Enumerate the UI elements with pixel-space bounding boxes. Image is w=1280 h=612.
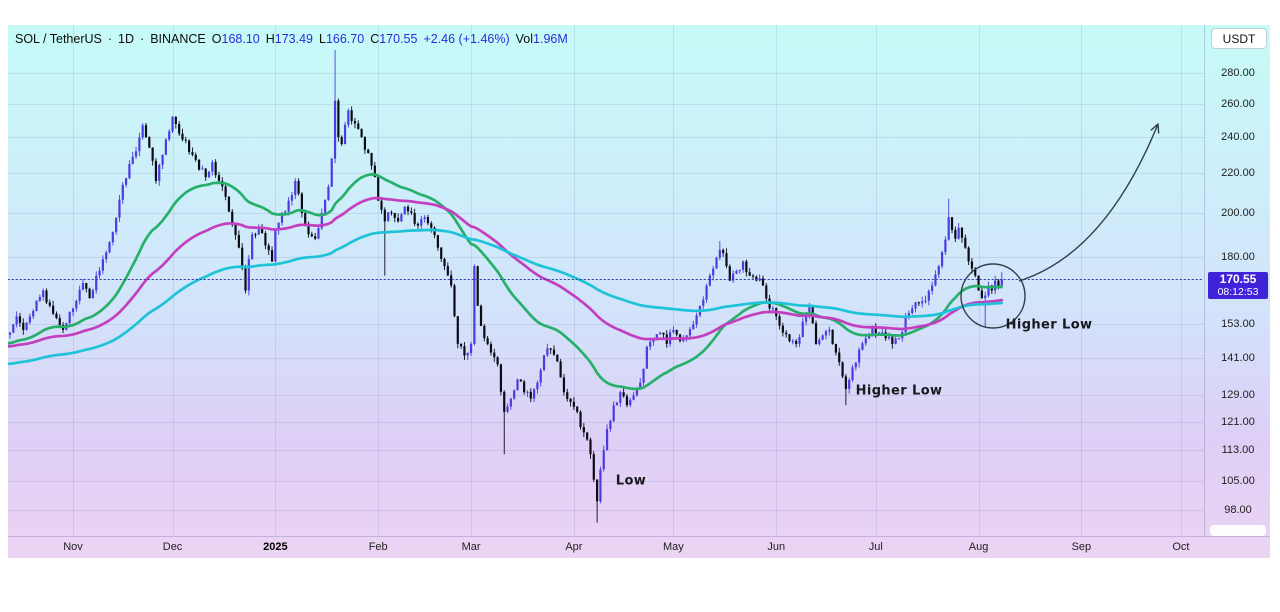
volume-value: 1.96M <box>533 32 568 46</box>
price-tick: 113.00 <box>1221 444 1255 457</box>
time-axis[interactable]: Nov Dec 2025 Feb Mar Apr May Jun Jul Aug Sep Oct <box>8 536 1270 559</box>
exchange-label: BINANCE <box>150 32 206 46</box>
interval-label[interactable]: 1D <box>118 32 135 46</box>
chart-canvas[interactable] <box>8 25 1204 536</box>
time-tick-2025: 2025 <box>263 541 288 553</box>
chart-frame: SOL / TetherUS · 1D · BINANCE O 168.10 H 17… <box>8 25 1270 558</box>
time-tick-apr: Apr <box>565 541 583 553</box>
time-tick-mar: Mar <box>461 541 481 553</box>
annotation-higher-low-1[interactable]: Higher Low <box>855 383 943 399</box>
time-tick-may: May <box>663 541 684 553</box>
price-tick: 260.00 <box>1221 97 1255 110</box>
time-tick-oct: Oct <box>1172 541 1190 553</box>
symbol-name[interactable]: SOL / TetherUS <box>15 32 102 46</box>
ohlc-o: O 168.10 <box>211 32 260 46</box>
change-value: +2.46 (+1.46%) <box>423 32 510 46</box>
price-tick: 105.00 <box>1221 475 1255 488</box>
ohlc-h: H 173.49 <box>265 32 313 46</box>
time-tick-sep: Sep <box>1071 541 1092 553</box>
price-tick: 141.00 <box>1221 352 1255 365</box>
time-tick-aug: Aug <box>968 541 989 553</box>
last-price-value: 170.55 <box>1219 272 1257 287</box>
price-tick: 153.00 <box>1221 318 1255 331</box>
last-price-label: 170.55 08:12:53 <box>1208 272 1268 300</box>
axis-corner-button[interactable] <box>1210 525 1266 536</box>
price-tick: 240.00 <box>1221 131 1255 144</box>
bar-countdown: 08:12:53 <box>1217 286 1259 299</box>
annotation-higher-low-2[interactable]: Higher Low <box>1005 317 1093 333</box>
separator-dot: · <box>107 32 113 46</box>
volume-label: Vol <box>515 32 534 46</box>
ohlc-values: O 168.10 H 173.49 L 166.70 C 170.55 <box>212 32 418 46</box>
ohlc-c: C 170.55 <box>370 32 418 46</box>
time-tick-nov: Nov <box>63 541 83 553</box>
time-tick-jun: Jun <box>767 541 786 553</box>
price-tick: 180.00 <box>1221 250 1255 263</box>
price-tick: 280.00 <box>1221 67 1255 79</box>
currency-button[interactable]: USDT <box>1211 28 1267 49</box>
symbol-header: SOL / TetherUS · 1D · BINANCE O 168.10 H 17… <box>15 32 568 46</box>
volume-pair: Vol 1.96M <box>516 32 568 46</box>
price-axis[interactable]: USDT 280.00 260.00 240.00 220.00 200.00 180.0… <box>1204 25 1271 536</box>
time-tick-feb: Feb <box>368 541 388 553</box>
time-tick-jul: Jul <box>868 541 883 553</box>
price-tick: 121.00 <box>1221 416 1255 429</box>
ohlc-l: L 166.70 <box>319 32 365 46</box>
price-tick: 129.00 <box>1221 389 1255 402</box>
price-tick: 220.00 <box>1221 167 1255 180</box>
price-tick: 98.00 <box>1224 503 1252 516</box>
time-tick-dec: Dec <box>162 541 183 553</box>
annotation-low-label[interactable]: Low <box>615 473 647 489</box>
separator-dot: · <box>140 32 145 46</box>
price-tick: 200.00 <box>1221 206 1255 219</box>
